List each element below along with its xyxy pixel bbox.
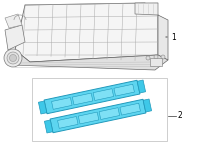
Polygon shape (50, 99, 146, 133)
Polygon shape (135, 3, 158, 15)
Polygon shape (99, 108, 120, 120)
Polygon shape (72, 93, 93, 105)
Polygon shape (44, 80, 140, 114)
Polygon shape (143, 99, 152, 112)
Circle shape (10, 55, 16, 61)
Polygon shape (78, 112, 99, 124)
Polygon shape (12, 50, 168, 70)
Polygon shape (93, 89, 114, 101)
Bar (150, 58, 162, 66)
Circle shape (161, 55, 165, 59)
Polygon shape (114, 84, 134, 96)
Circle shape (4, 49, 22, 67)
Text: 1: 1 (171, 32, 176, 41)
Polygon shape (44, 120, 53, 133)
Polygon shape (15, 3, 158, 62)
Polygon shape (158, 15, 168, 60)
Polygon shape (52, 97, 72, 109)
Polygon shape (58, 117, 78, 128)
Polygon shape (137, 80, 146, 93)
Circle shape (154, 55, 158, 59)
Circle shape (146, 56, 150, 60)
Bar (32, 78, 167, 141)
Polygon shape (120, 103, 140, 115)
Polygon shape (38, 101, 47, 114)
Circle shape (7, 52, 19, 64)
Text: 2: 2 (177, 112, 182, 121)
Polygon shape (5, 25, 25, 50)
Polygon shape (5, 14, 22, 28)
